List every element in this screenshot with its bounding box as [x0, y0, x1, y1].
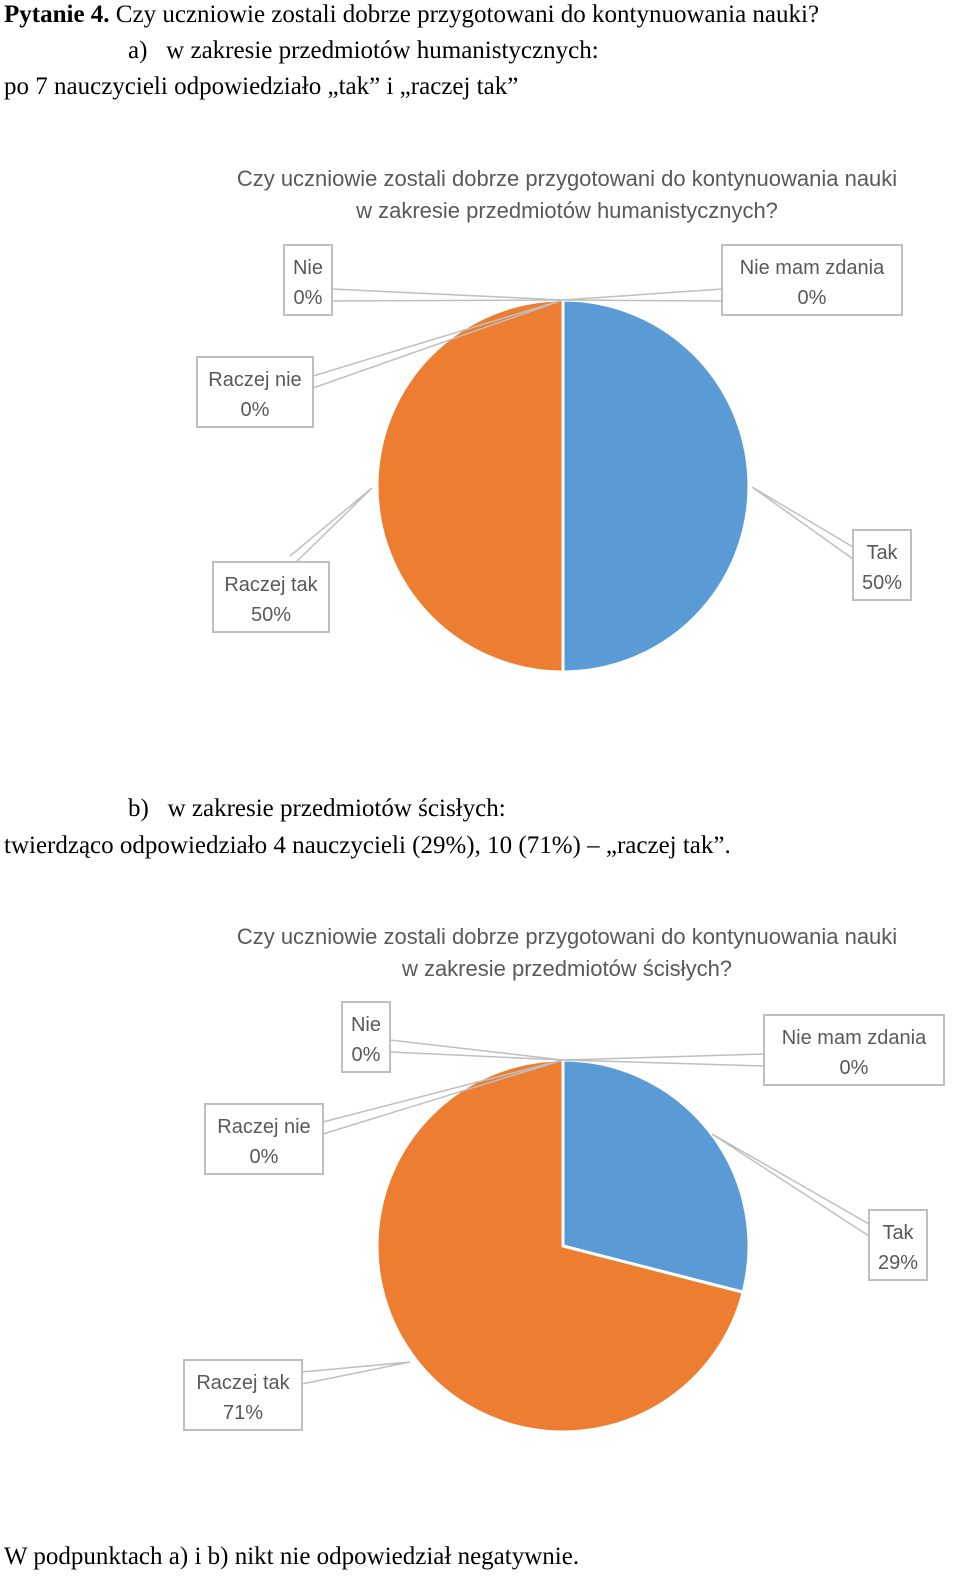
question-number: Pytanie 4. [4, 1, 110, 28]
chart-title-line-1: Czy uczniowie zostali dobrze przygotowan… [237, 924, 897, 949]
data-label-value: 50% [251, 604, 291, 626]
data-label-raczej-tak: Raczej tak 50% [212, 561, 330, 633]
leader-line-nie [331, 288, 564, 302]
data-label-value: 50% [862, 572, 902, 594]
data-label-nie-mam-zdania: Nie mam zdania 0% [763, 1014, 945, 1086]
chart-title-line-1: Czy uczniowie zostali dobrze przygotowan… [237, 166, 897, 191]
section-b-heading: b) w zakresie przedmiotów ścisłych: [128, 794, 506, 824]
data-label-category: Nie mam zdania [740, 257, 885, 279]
data-label-category: Tak [866, 542, 898, 564]
section-a-marker: a) [128, 37, 148, 64]
data-label-value: 0% [840, 1057, 869, 1079]
section-a-summary: po 7 nauczycieli odpowiedziało „tak” i „… [4, 73, 519, 100]
data-label-category: Raczej tak [224, 574, 318, 596]
data-label-tak: Tak 29% [868, 1209, 928, 1281]
leader-line-tak [711, 1133, 870, 1237]
data-label-nie: Nie 0% [341, 1001, 391, 1073]
data-label-category: Raczej nie [217, 1116, 310, 1138]
data-label-raczej-nie: Raczej nie 0% [196, 356, 314, 428]
chart-title-line-2: w zakresie przedmiotów humanistycznych? [355, 198, 778, 223]
question-text: Czy uczniowie zostali dobrze przygotowan… [115, 1, 820, 28]
data-label-value: 71% [223, 1402, 263, 1424]
leader-line-raczej-nie [322, 1059, 564, 1135]
leader-line-raczej-tak [289, 487, 373, 569]
data-label-nie-mam-zdania: Nie mam zdania 0% [721, 244, 903, 316]
section-a-title: w zakresie przedmiotów humanistycznych: [166, 37, 599, 64]
data-label-value: 0% [241, 399, 270, 421]
pie-slice-raczej-tak [375, 1058, 745, 1434]
data-label-value: 0% [250, 1146, 279, 1168]
leader-line-nie-mam-zdania [562, 288, 723, 302]
data-label-value: 0% [352, 1044, 381, 1066]
data-label-category: Raczej nie [208, 369, 301, 391]
data-label-raczej-tak: Raczej tak 71% [183, 1359, 303, 1431]
pie-slice-tak [561, 1058, 751, 1295]
data-label-category: Nie mam zdania [782, 1027, 927, 1049]
data-label-category: Raczej tak [196, 1372, 290, 1394]
data-label-tak: Tak 50% [852, 529, 912, 601]
data-label-category: Tak [882, 1222, 914, 1244]
leader-line-raczej-tak [301, 1361, 411, 1385]
pie-slice-tak [561, 298, 751, 674]
footer-note: W podpunktach a) i b) nikt nie odpowiedz… [4, 1543, 580, 1570]
section-b-title: w zakresie przedmiotów ścisłych: [167, 795, 506, 822]
pie-chart-humanities: Czy uczniowie zostali dobrze przygotowan… [196, 166, 912, 674]
data-label-nie: Nie 0% [283, 244, 333, 316]
section-b-summary: twierdząco odpowiedziało 4 nauczycieli (… [4, 832, 731, 859]
leader-line-raczej-nie [312, 299, 564, 389]
data-label-value: 0% [294, 287, 323, 309]
pie-slice-raczej-tak [375, 298, 565, 674]
question-heading: Pytanie 4. Czy uczniowie zostali dobrze … [4, 0, 819, 30]
section-a-heading: a) w zakresie przedmiotów humanistycznyc… [128, 36, 599, 66]
data-label-category: Nie [351, 1014, 381, 1036]
data-label-category: Nie [293, 257, 323, 279]
chart-title-line-2: w zakresie przedmiotów ścisłych? [401, 956, 732, 981]
leader-line-tak [751, 486, 854, 560]
data-label-value: 0% [798, 287, 827, 309]
pie-chart-sciences: Czy uczniowie zostali dobrze przygotowan… [183, 924, 945, 1434]
section-b-marker: b) [128, 795, 149, 822]
data-label-value: 29% [878, 1252, 918, 1274]
data-label-raczej-nie: Raczej nie 0% [204, 1103, 324, 1175]
leader-line-nie [389, 1039, 564, 1061]
